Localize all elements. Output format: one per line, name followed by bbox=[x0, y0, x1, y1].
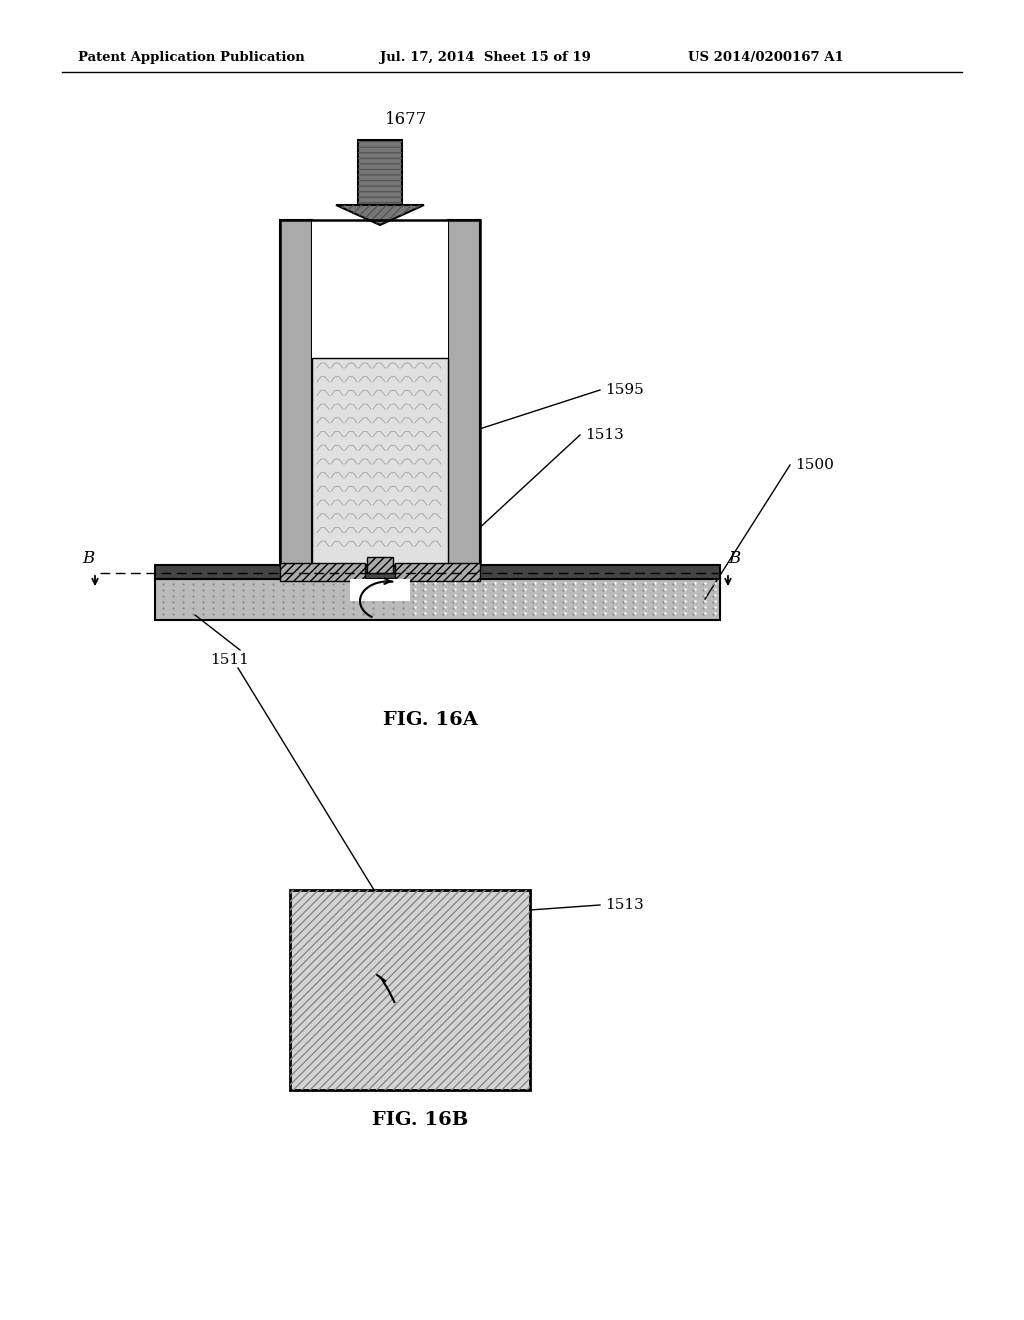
Bar bbox=[449, 220, 480, 565]
Bar bbox=[395, 564, 480, 581]
Text: 1513: 1513 bbox=[585, 428, 624, 442]
Text: Patent Application Publication: Patent Application Publication bbox=[78, 51, 305, 65]
Text: 1595: 1595 bbox=[605, 383, 644, 397]
Bar bbox=[358, 140, 402, 205]
Text: 1500: 1500 bbox=[795, 458, 834, 473]
Bar bbox=[358, 140, 402, 205]
Bar bbox=[312, 358, 449, 565]
Text: B: B bbox=[83, 550, 95, 568]
Text: 1513: 1513 bbox=[605, 898, 644, 912]
Bar bbox=[280, 220, 312, 565]
Bar bbox=[367, 557, 393, 573]
Text: FIG. 16A: FIG. 16A bbox=[383, 711, 477, 729]
Polygon shape bbox=[336, 205, 424, 224]
Bar bbox=[290, 890, 530, 1090]
Bar bbox=[155, 579, 720, 620]
Text: 1677: 1677 bbox=[385, 111, 427, 128]
Text: 1511: 1511 bbox=[211, 653, 250, 667]
Bar bbox=[280, 220, 480, 565]
Bar bbox=[280, 564, 365, 581]
Bar bbox=[312, 220, 449, 358]
Text: US 2014/0200167 A1: US 2014/0200167 A1 bbox=[688, 51, 844, 65]
Text: B: B bbox=[728, 550, 740, 568]
Text: FIG. 16B: FIG. 16B bbox=[372, 1111, 468, 1129]
Bar bbox=[350, 579, 410, 601]
Text: Jul. 17, 2014  Sheet 15 of 19: Jul. 17, 2014 Sheet 15 of 19 bbox=[380, 51, 591, 65]
Bar bbox=[290, 890, 530, 1090]
Bar bbox=[155, 565, 720, 579]
